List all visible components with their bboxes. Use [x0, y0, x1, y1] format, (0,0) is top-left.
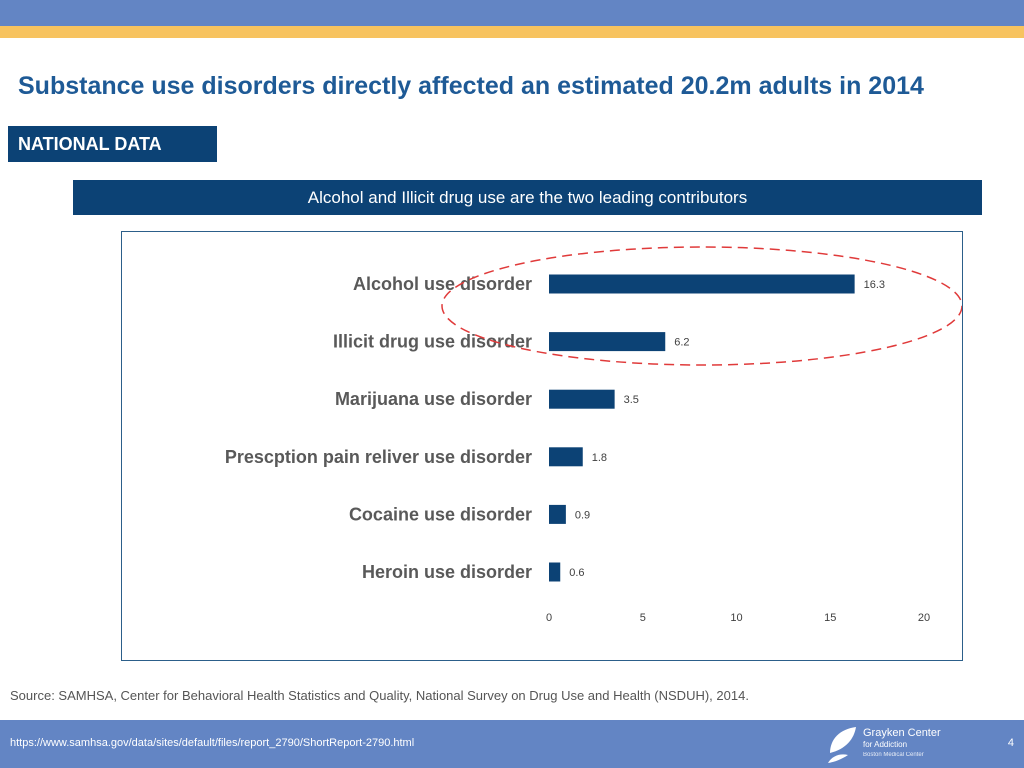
value-label-1: 16.3 — [864, 279, 885, 291]
bar-5 — [549, 504, 566, 524]
category-label-3: Marijuana use disorder — [335, 389, 532, 409]
chart-frame: Alcohol use disorder 16.3 Illicit drug use… — [121, 231, 963, 661]
category-label-1: Alcohol use disorder — [353, 274, 532, 294]
highlight-ellipse — [441, 246, 962, 366]
value-label-4: 1.8 — [592, 452, 607, 464]
category-label-5: Cocaine use disorder — [349, 504, 532, 524]
category-label-2: Illicit drug use disorder — [333, 332, 532, 352]
value-label-5: 0.9 — [575, 509, 590, 521]
leaf-icon — [828, 727, 856, 763]
bar-6 — [549, 562, 561, 582]
x-tick-label-3: 10 — [730, 612, 742, 624]
category-label-4: Prescption pain reliver use disorder — [225, 447, 532, 467]
value-label-6: 0.6 — [569, 567, 584, 579]
value-label-3: 3.5 — [624, 394, 639, 406]
x-tick-label-1: 0 — [546, 612, 552, 624]
x-tick-label-2: 5 — [640, 612, 646, 624]
bar-2 — [549, 332, 666, 352]
page-title: Substance use disorders directly affecte… — [18, 72, 924, 100]
top-accent-band — [0, 26, 1024, 38]
grayken-logo: Grayken Center for Addiction Boston Medi… — [826, 723, 976, 765]
section-tag: NATIONAL DATA — [8, 126, 217, 162]
top-band — [0, 0, 1024, 26]
bar-1 — [549, 274, 855, 294]
x-tick-label-4: 15 — [824, 612, 836, 624]
footer-bar: https://www.samhsa.gov/data/sites/defaul… — [0, 720, 1024, 768]
value-label-2: 6.2 — [674, 337, 689, 349]
bar-4 — [549, 447, 583, 467]
subtitle-banner: Alcohol and Illicit drug use are the two… — [73, 180, 982, 215]
source-note: Source: SAMHSA, Center for Behavioral He… — [10, 688, 749, 703]
logo-name: Grayken Center — [863, 727, 941, 739]
page-number: 4 — [1007, 737, 1014, 749]
x-tick-label-5: 20 — [918, 612, 930, 624]
bar-3 — [549, 389, 615, 409]
bar-chart: Alcohol use disorder 16.3 Illicit drug use… — [225, 246, 962, 624]
logo-subname: for Addiction — [863, 740, 908, 749]
category-label-6: Heroin use disorder — [362, 562, 532, 582]
logo-org: Boston Medical Center — [863, 752, 924, 758]
logo-text: Grayken Center for Addiction Boston Medi… — [863, 727, 941, 759]
source-url: https://www.samhsa.gov/data/sites/defaul… — [10, 737, 415, 749]
